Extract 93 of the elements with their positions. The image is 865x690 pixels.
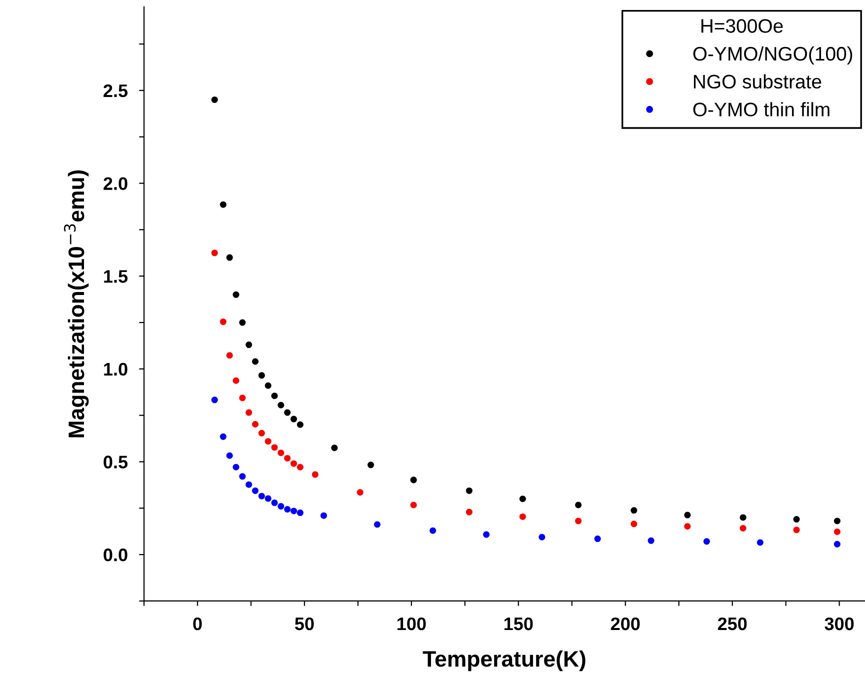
point <box>271 392 278 400</box>
point <box>290 508 298 514</box>
legend-label: O-YMO thin film <box>693 102 830 116</box>
legend-label: O-YMO/NGO(100) <box>693 46 852 65</box>
point <box>538 534 546 540</box>
point <box>466 487 472 494</box>
point <box>648 537 654 544</box>
point <box>410 476 417 484</box>
point <box>220 318 226 326</box>
point <box>278 450 284 456</box>
point <box>278 402 284 408</box>
y-tick-label: 2.5 <box>104 84 128 98</box>
point <box>296 464 304 470</box>
x-tick-label: 300 <box>824 617 854 630</box>
point <box>226 352 233 359</box>
x-tick-label: 200 <box>610 617 640 630</box>
point <box>220 433 226 440</box>
point <box>239 394 246 402</box>
point <box>211 396 218 404</box>
x-tick-label: 0 <box>193 617 202 630</box>
point <box>331 444 338 452</box>
point <box>519 513 526 520</box>
point <box>258 492 265 500</box>
y-tick-label: 0.5 <box>104 456 128 468</box>
x-tick-label: 100 <box>398 617 426 630</box>
point <box>284 454 291 462</box>
point <box>410 502 417 508</box>
point <box>211 96 218 103</box>
point <box>278 503 284 510</box>
point <box>519 496 526 502</box>
point <box>252 358 259 365</box>
point <box>575 518 582 524</box>
point <box>793 526 800 534</box>
point <box>252 420 259 428</box>
point <box>296 421 304 428</box>
point <box>271 500 278 506</box>
point <box>246 409 252 416</box>
point <box>740 514 746 521</box>
point <box>232 464 240 470</box>
point <box>264 438 272 445</box>
point <box>703 538 710 545</box>
point <box>756 539 764 546</box>
point <box>226 452 233 459</box>
point <box>271 444 278 451</box>
point <box>312 471 318 478</box>
y-tick-label: 1.0 <box>104 362 128 376</box>
point <box>320 512 327 519</box>
point <box>834 528 840 535</box>
point <box>483 531 490 538</box>
legend-label: NGO substrate <box>694 74 822 89</box>
point <box>290 460 298 467</box>
point <box>834 540 840 548</box>
point <box>284 506 291 513</box>
point <box>575 502 582 508</box>
x-tick-label: 50 <box>294 617 314 630</box>
point <box>793 516 800 523</box>
point <box>290 416 298 422</box>
point <box>834 518 840 524</box>
point <box>466 508 472 516</box>
point <box>226 254 233 261</box>
point <box>232 291 240 298</box>
point <box>258 430 265 436</box>
x-axis-title: Temperature(K) <box>422 650 586 672</box>
y-tick-label: 1.5 <box>104 270 128 283</box>
point <box>246 342 252 348</box>
point <box>740 524 746 532</box>
x-tick-label: 250 <box>718 617 747 630</box>
point <box>284 409 291 416</box>
point <box>239 319 246 326</box>
point <box>630 520 638 528</box>
point <box>239 473 246 480</box>
point <box>264 495 272 502</box>
y-tick-label: 2.0 <box>104 177 128 190</box>
y-axis-title: Magnetization(x10$^{−3}$emu) <box>64 170 89 438</box>
point <box>684 523 691 530</box>
point <box>258 372 265 379</box>
y-tick-label: 0.0 <box>104 548 128 562</box>
point <box>246 481 252 488</box>
point <box>630 507 638 514</box>
point <box>232 377 240 384</box>
point <box>252 487 259 494</box>
point <box>594 536 601 542</box>
x-tick-label: 150 <box>504 617 533 630</box>
point <box>368 462 374 468</box>
legend-title: H=300Oe <box>701 19 783 33</box>
point <box>374 521 380 528</box>
point <box>296 510 304 516</box>
point <box>684 512 691 518</box>
point <box>264 382 272 389</box>
point <box>356 489 364 496</box>
point <box>220 201 226 208</box>
point <box>211 250 218 256</box>
point <box>430 527 436 534</box>
